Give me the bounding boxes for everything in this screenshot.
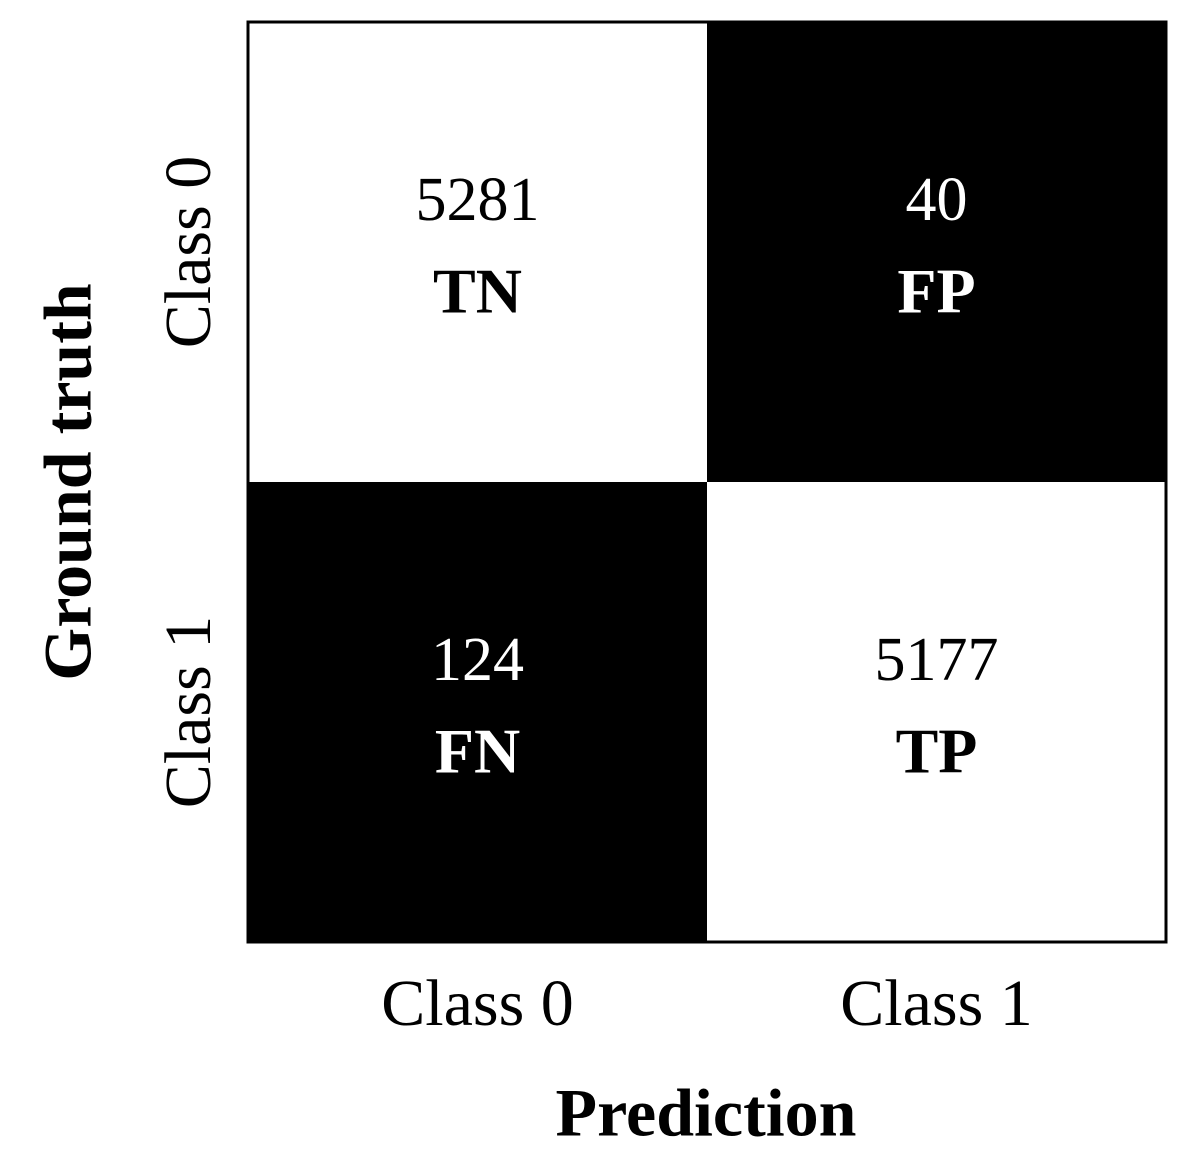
cell-label: TP [896, 716, 978, 787]
cell-label: TN [433, 256, 522, 327]
cell-value: 5177 [875, 626, 999, 694]
y-tick-label: Class 1 [152, 616, 225, 809]
x-tick-label: Class 0 [381, 967, 574, 1040]
y-tick-label: Class 0 [152, 156, 225, 349]
cell [707, 22, 1166, 482]
cell-value: 5281 [416, 166, 540, 234]
cell [248, 22, 707, 482]
x-axis-label: Prediction [556, 1075, 857, 1151]
cell-label: FP [897, 256, 975, 327]
plot-border [246, 20, 1168, 944]
x-tick-label: Class 1 [840, 967, 1033, 1040]
cell-value: 124 [431, 626, 524, 694]
cell-label: FN [435, 716, 520, 787]
cell [248, 482, 707, 942]
cell [707, 482, 1166, 942]
y-axis-label: Ground truth [30, 283, 106, 680]
cell-value: 40 [906, 166, 968, 234]
